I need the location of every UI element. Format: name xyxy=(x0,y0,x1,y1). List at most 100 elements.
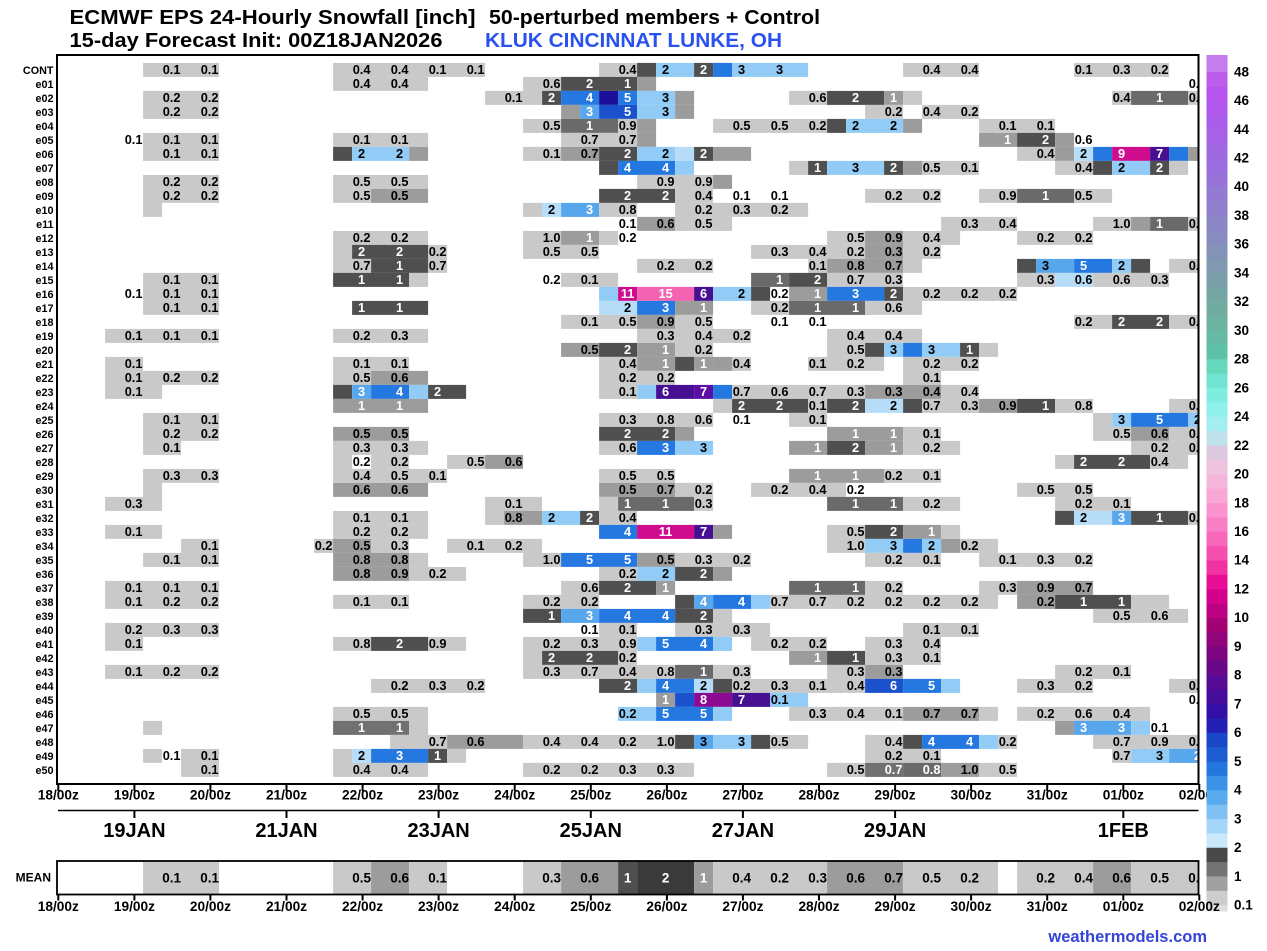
svg-text:0.6: 0.6 xyxy=(1151,608,1169,623)
svg-text:e03: e03 xyxy=(35,107,53,119)
svg-text:20/00z: 20/00z xyxy=(190,788,231,803)
svg-text:0.3: 0.3 xyxy=(125,496,143,511)
svg-text:e12: e12 xyxy=(35,233,53,245)
svg-text:9: 9 xyxy=(1234,639,1242,654)
svg-text:01/00z: 01/00z xyxy=(1103,899,1144,914)
svg-text:0.2: 0.2 xyxy=(543,636,561,651)
svg-text:0.2: 0.2 xyxy=(1075,664,1093,679)
svg-text:0.2: 0.2 xyxy=(201,104,219,119)
svg-text:0.5: 0.5 xyxy=(619,482,637,497)
svg-text:0.2: 0.2 xyxy=(163,104,181,119)
svg-text:7: 7 xyxy=(1234,696,1242,711)
svg-text:2: 2 xyxy=(624,426,631,441)
svg-text:1: 1 xyxy=(586,230,593,245)
svg-text:2: 2 xyxy=(624,300,631,315)
svg-text:3: 3 xyxy=(738,734,745,749)
svg-text:e43: e43 xyxy=(35,667,53,679)
svg-text:0.3: 0.3 xyxy=(163,468,181,483)
svg-text:0.9: 0.9 xyxy=(1151,734,1169,749)
svg-text:4: 4 xyxy=(928,734,936,749)
svg-text:0.4: 0.4 xyxy=(847,328,866,343)
svg-text:0.2: 0.2 xyxy=(163,594,181,609)
svg-text:0.4: 0.4 xyxy=(619,664,638,679)
svg-text:e01: e01 xyxy=(35,79,53,91)
svg-text:0.1: 0.1 xyxy=(125,328,143,343)
svg-text:2: 2 xyxy=(662,62,669,77)
svg-text:e26: e26 xyxy=(35,429,53,441)
svg-text:0.2: 0.2 xyxy=(543,762,561,777)
svg-text:0.2: 0.2 xyxy=(771,286,789,301)
svg-text:0.4: 0.4 xyxy=(581,734,600,749)
svg-text:6: 6 xyxy=(662,384,669,399)
svg-text:1: 1 xyxy=(700,300,707,315)
svg-text:21JAN: 21JAN xyxy=(255,820,317,842)
svg-text:0.5: 0.5 xyxy=(771,734,789,749)
svg-text:0.2: 0.2 xyxy=(923,244,941,259)
svg-text:22: 22 xyxy=(1234,438,1249,453)
svg-text:2: 2 xyxy=(1194,412,1201,427)
svg-text:2: 2 xyxy=(586,650,593,665)
svg-text:0.8: 0.8 xyxy=(505,510,523,525)
svg-text:3: 3 xyxy=(852,160,859,175)
svg-text:2: 2 xyxy=(1234,840,1242,855)
svg-text:e25: e25 xyxy=(35,415,53,427)
svg-text:0.3: 0.3 xyxy=(201,622,219,637)
svg-text:1: 1 xyxy=(434,748,441,763)
svg-text:2: 2 xyxy=(700,566,707,581)
svg-text:0.1: 0.1 xyxy=(771,314,789,329)
svg-text:0.3: 0.3 xyxy=(1189,734,1207,749)
svg-text:0.2: 0.2 xyxy=(885,188,903,203)
svg-text:1: 1 xyxy=(776,272,783,287)
svg-text:0.3: 0.3 xyxy=(1189,76,1207,91)
svg-text:0.2: 0.2 xyxy=(391,454,409,469)
svg-text:0.3: 0.3 xyxy=(657,328,675,343)
svg-text:3: 3 xyxy=(662,104,669,119)
svg-text:2: 2 xyxy=(738,286,745,301)
svg-text:0.2: 0.2 xyxy=(391,678,409,693)
svg-text:0.2: 0.2 xyxy=(885,468,903,483)
svg-text:0.8: 0.8 xyxy=(847,258,865,273)
svg-text:0.2: 0.2 xyxy=(581,594,599,609)
svg-text:0.8: 0.8 xyxy=(657,412,675,427)
svg-text:0.2: 0.2 xyxy=(1075,678,1093,693)
svg-text:0.5: 0.5 xyxy=(1113,426,1131,441)
svg-text:e42: e42 xyxy=(35,653,53,665)
svg-text:3: 3 xyxy=(586,202,593,217)
svg-text:0.1: 0.1 xyxy=(809,258,827,273)
svg-text:15: 15 xyxy=(658,286,672,301)
svg-text:0.1: 0.1 xyxy=(163,286,181,301)
svg-text:1.0: 1.0 xyxy=(657,734,675,749)
svg-text:1: 1 xyxy=(1042,188,1049,203)
svg-text:0.1: 0.1 xyxy=(771,188,789,203)
svg-text:0.1: 0.1 xyxy=(163,146,181,161)
svg-text:0.2: 0.2 xyxy=(885,594,903,609)
svg-text:1: 1 xyxy=(624,496,631,511)
svg-text:0.5: 0.5 xyxy=(353,706,371,721)
svg-text:1: 1 xyxy=(396,258,403,273)
svg-text:0.1: 0.1 xyxy=(733,412,751,427)
svg-text:5: 5 xyxy=(624,104,631,119)
svg-text:0.1: 0.1 xyxy=(163,272,181,287)
svg-text:6: 6 xyxy=(1234,725,1242,740)
svg-text:5: 5 xyxy=(624,552,631,567)
svg-text:2: 2 xyxy=(1156,314,1163,329)
svg-text:0.3: 0.3 xyxy=(808,871,827,886)
svg-text:42: 42 xyxy=(1234,151,1249,166)
svg-text:0.2: 0.2 xyxy=(1151,440,1169,455)
svg-text:1: 1 xyxy=(814,650,821,665)
svg-text:3: 3 xyxy=(1118,510,1125,525)
svg-text:e20: e20 xyxy=(35,345,53,357)
svg-text:18/00z: 18/00z xyxy=(38,899,79,914)
svg-text:5: 5 xyxy=(1080,258,1087,273)
svg-text:1: 1 xyxy=(396,720,403,735)
svg-text:0.8: 0.8 xyxy=(619,202,637,217)
svg-text:0.3: 0.3 xyxy=(885,272,903,287)
svg-text:0.2: 0.2 xyxy=(163,664,181,679)
svg-text:0.5: 0.5 xyxy=(847,762,865,777)
svg-text:28/00z: 28/00z xyxy=(798,788,839,803)
svg-text:3: 3 xyxy=(890,538,897,553)
svg-text:0.1: 0.1 xyxy=(505,90,523,105)
svg-text:0.1: 0.1 xyxy=(923,552,941,567)
svg-text:2: 2 xyxy=(1118,160,1125,175)
svg-text:0.1: 0.1 xyxy=(201,328,219,343)
